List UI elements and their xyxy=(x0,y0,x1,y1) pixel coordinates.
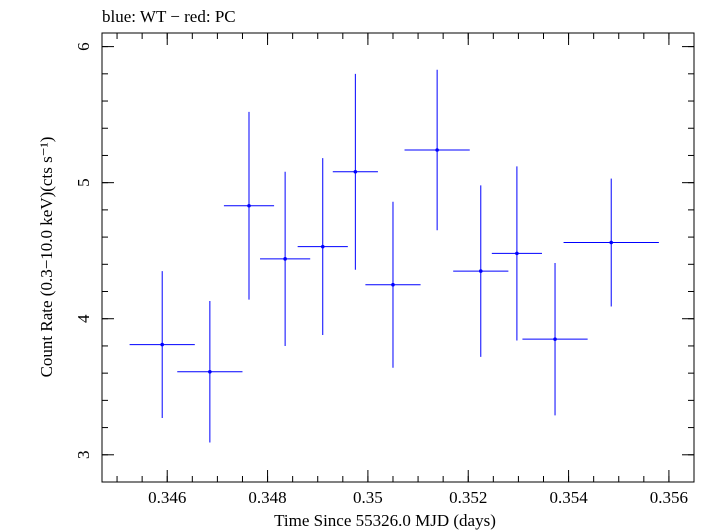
data-marker xyxy=(320,244,325,249)
y-tick-label: 4 xyxy=(74,314,93,323)
data-marker xyxy=(353,169,358,174)
plot-frame xyxy=(101,32,695,483)
y-tick-label: 3 xyxy=(74,451,93,460)
data-point xyxy=(453,185,509,357)
data-marker xyxy=(247,203,251,208)
data-marker xyxy=(160,342,165,347)
x-tick-label: 0.356 xyxy=(650,488,688,507)
data-series xyxy=(129,69,659,443)
data-point xyxy=(404,69,470,231)
data-point xyxy=(365,201,421,368)
chart-title: blue: WT − red: PC xyxy=(102,7,236,26)
y-axis-title: Count Rate (0.3−10.0 keV)(cts s⁻¹) xyxy=(37,137,56,378)
x-tick-label: 0.352 xyxy=(449,488,487,507)
data-point xyxy=(563,178,659,307)
major-ticks xyxy=(102,33,694,482)
data-marker xyxy=(208,369,212,374)
y-tick-label: 5 xyxy=(74,178,93,187)
data-marker xyxy=(391,282,395,287)
y-tick-labels: 3 4 5 6 xyxy=(74,42,93,459)
x-tick-labels: 0.346 0.348 0.35 0.352 0.354 0.356 xyxy=(148,488,688,507)
data-point xyxy=(129,271,195,419)
data-point xyxy=(177,301,243,443)
x-tick-label: 0.35 xyxy=(353,488,383,507)
x-tick-label: 0.354 xyxy=(549,488,588,507)
data-point xyxy=(332,73,378,270)
data-point xyxy=(522,262,588,416)
data-marker xyxy=(283,257,287,261)
data-point xyxy=(260,171,311,346)
minor-ticks xyxy=(102,33,695,483)
data-marker xyxy=(478,269,483,273)
data-point xyxy=(297,158,348,336)
data-point xyxy=(491,166,542,341)
data-marker xyxy=(435,148,439,152)
data-point xyxy=(223,111,275,300)
data-marker xyxy=(515,251,519,256)
x-axis-title: Time Since 55326.0 MJD (days) xyxy=(274,511,496,530)
x-tick-label: 0.348 xyxy=(248,488,286,507)
data-marker xyxy=(553,337,557,341)
data-marker xyxy=(609,240,614,245)
y-tick-label: 6 xyxy=(74,42,93,51)
x-tick-label: 0.346 xyxy=(148,488,186,507)
